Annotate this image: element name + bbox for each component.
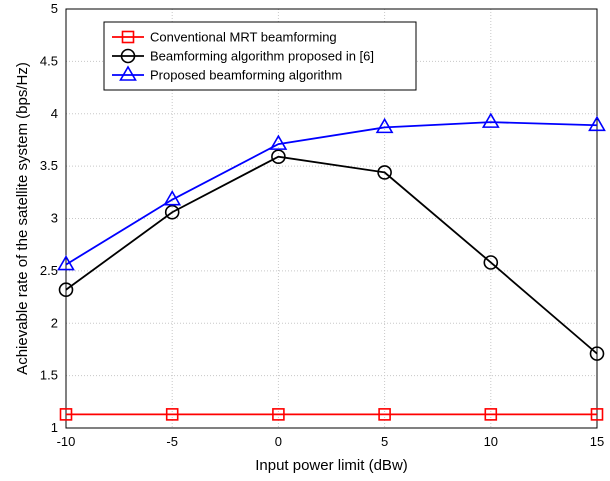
data-point xyxy=(484,408,498,421)
y-tick-label: 3.5 xyxy=(40,158,58,173)
data-point xyxy=(589,346,605,361)
x-tick-label: 15 xyxy=(590,434,604,449)
data-point xyxy=(588,115,606,132)
data-point xyxy=(377,165,392,180)
y-tick-label: 5 xyxy=(51,1,58,16)
data-point xyxy=(163,190,182,206)
legend-entry: Beamforming algorithm proposed in [6] xyxy=(150,49,374,64)
y-axis-label: Achievable rate of the satellite system … xyxy=(14,62,31,375)
x-axis-label: Input power limit (dBw) xyxy=(255,457,408,474)
legend-marker xyxy=(119,65,137,81)
data-point xyxy=(58,282,74,298)
data-point xyxy=(483,255,499,270)
legend-box xyxy=(103,21,417,91)
y-tick-label: 4 xyxy=(51,106,58,121)
y-tick-label: 2 xyxy=(51,315,58,330)
series-line xyxy=(65,121,598,266)
y-tick-label: 1 xyxy=(51,420,58,435)
legend-entry: Conventional MRT beamforming xyxy=(150,30,337,45)
data-point xyxy=(375,117,394,134)
x-tick-label: 0 xyxy=(275,434,282,449)
legend: Conventional MRT beamforming Beamforming … xyxy=(103,21,417,91)
axis-ticks: -10 -5 0 5 10 15 1 1.5 2 2.5 3 3.5 4 4.5 5 xyxy=(40,1,604,449)
data-point xyxy=(590,408,604,421)
data-point xyxy=(57,254,75,271)
x-tick-label: 5 xyxy=(381,434,388,449)
data-point xyxy=(378,408,391,421)
data-point xyxy=(164,204,180,220)
data-point xyxy=(165,408,179,421)
x-tick-label: 10 xyxy=(484,434,498,449)
data-point xyxy=(59,408,73,421)
data-point xyxy=(271,149,286,164)
y-tick-label: 3 xyxy=(51,211,58,226)
y-tick-label: 1.5 xyxy=(40,368,58,383)
series-line xyxy=(65,155,598,355)
legend-entry: Proposed beamforming algorithm xyxy=(150,68,342,83)
y-tick-label: 2.5 xyxy=(40,263,58,278)
y-tick-label: 4.5 xyxy=(40,53,58,68)
x-tick-label: -5 xyxy=(166,434,178,449)
legend-marker xyxy=(121,30,135,44)
data-point xyxy=(269,134,288,150)
data-point xyxy=(481,112,500,128)
legend-marker xyxy=(120,48,136,64)
data-point xyxy=(272,408,285,421)
plot-frame xyxy=(65,8,598,429)
series-group xyxy=(57,112,606,421)
x-tick-label: -10 xyxy=(57,434,76,449)
